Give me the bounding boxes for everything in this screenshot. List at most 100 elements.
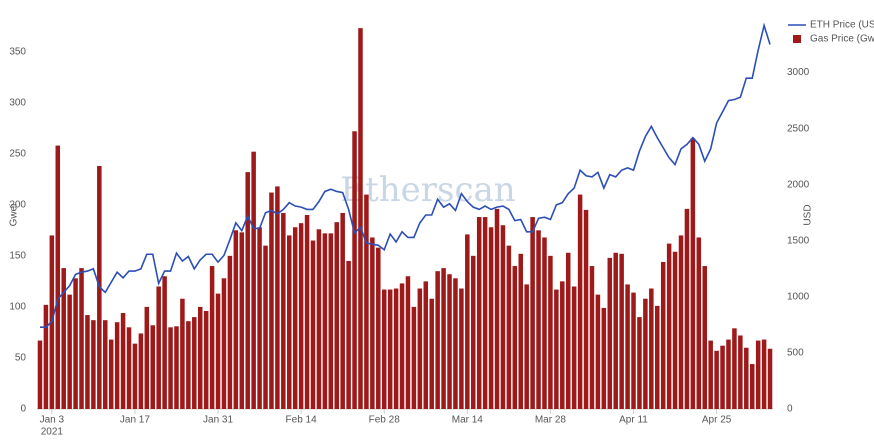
bar — [577, 194, 583, 409]
bar — [376, 247, 381, 409]
bar — [506, 245, 512, 409]
bar — [144, 306, 150, 409]
bar — [720, 345, 725, 409]
bar — [441, 268, 446, 409]
bar — [61, 268, 66, 409]
y2-tick-label: 0 — [787, 404, 793, 415]
bar — [162, 276, 167, 409]
bar — [239, 232, 245, 409]
bar — [447, 274, 452, 409]
bar — [702, 266, 707, 409]
x-tick-label: Feb 28 — [369, 415, 401, 426]
y2-tick-label: 2500 — [787, 123, 810, 134]
bar — [126, 327, 132, 409]
bar — [518, 253, 523, 409]
watermark: Etherscan — [340, 170, 515, 210]
y-tick-label: 50 — [15, 353, 27, 364]
y2-tick-label: 1500 — [787, 235, 810, 246]
bar — [696, 237, 702, 409]
y2-tick-label: 3000 — [787, 67, 810, 78]
bar — [471, 255, 476, 409]
x-tick-label: Apr 11 — [619, 415, 648, 426]
bar — [465, 234, 470, 409]
legend-label: Gas Price (Gwei) — [810, 34, 874, 45]
y-tick-label: 300 — [9, 97, 26, 108]
bar — [726, 339, 731, 409]
bar — [387, 289, 393, 409]
bar — [655, 305, 660, 409]
bar — [393, 288, 399, 409]
legend-swatch — [793, 35, 801, 43]
bar — [103, 320, 108, 409]
bar — [150, 325, 155, 409]
bar — [761, 339, 767, 409]
bar — [269, 192, 274, 409]
bar — [565, 252, 571, 409]
bar — [494, 208, 500, 409]
bar — [168, 327, 173, 409]
bar — [708, 340, 713, 409]
bar — [287, 235, 292, 409]
bar — [738, 335, 743, 409]
bar — [619, 253, 624, 409]
bar — [310, 240, 316, 409]
x-tick-label: Jan 17 — [120, 415, 150, 426]
bar — [292, 227, 298, 409]
y-axis-title: Gwei — [9, 204, 20, 227]
bar — [91, 320, 96, 409]
y-tick-label: 100 — [9, 302, 26, 313]
bar — [132, 343, 138, 409]
bar — [138, 333, 144, 409]
y-tick-label: 250 — [9, 148, 26, 159]
bar — [500, 225, 506, 409]
bar — [346, 260, 351, 409]
bar — [767, 348, 773, 409]
bar — [601, 307, 607, 409]
bar — [192, 317, 197, 409]
legend-label: ETH Price (USD) — [810, 20, 874, 31]
bar — [186, 321, 191, 409]
x-tick-label: Jan 3 — [40, 415, 65, 426]
bar — [672, 251, 678, 409]
bar — [352, 131, 357, 409]
bar — [542, 237, 547, 409]
bar — [476, 217, 482, 409]
bar — [625, 284, 630, 409]
bar — [358, 28, 363, 409]
y-tick-label: 350 — [9, 46, 26, 57]
bar — [613, 252, 618, 409]
bar — [316, 229, 322, 409]
bar — [275, 186, 280, 409]
bar — [114, 322, 120, 409]
bar — [530, 217, 535, 409]
x-tick-label: Apr 25 — [702, 415, 732, 426]
bar — [643, 298, 648, 409]
bar — [340, 212, 345, 409]
bar — [79, 268, 84, 409]
bar — [67, 294, 72, 409]
bar — [209, 266, 215, 409]
x-tick-label: Feb 14 — [286, 415, 318, 426]
x-tick-label: Mar 14 — [452, 415, 484, 426]
bar — [649, 288, 654, 409]
bar — [755, 340, 761, 409]
bar — [221, 278, 227, 409]
y2-axis-title: USD — [803, 204, 814, 225]
y-tick-label: 200 — [9, 199, 26, 210]
bar — [55, 145, 61, 409]
bar — [524, 284, 529, 409]
bar — [174, 326, 179, 409]
bar — [607, 257, 613, 409]
bar — [197, 306, 203, 409]
bar — [488, 227, 494, 409]
bar — [85, 315, 90, 409]
bar — [423, 281, 429, 409]
bar — [304, 215, 310, 409]
bar — [364, 194, 369, 409]
bar — [690, 138, 696, 409]
bar — [571, 286, 577, 409]
bar — [120, 313, 126, 409]
y-tick-label: 150 — [9, 250, 26, 261]
price-line — [39, 22, 771, 328]
bar — [43, 304, 49, 409]
